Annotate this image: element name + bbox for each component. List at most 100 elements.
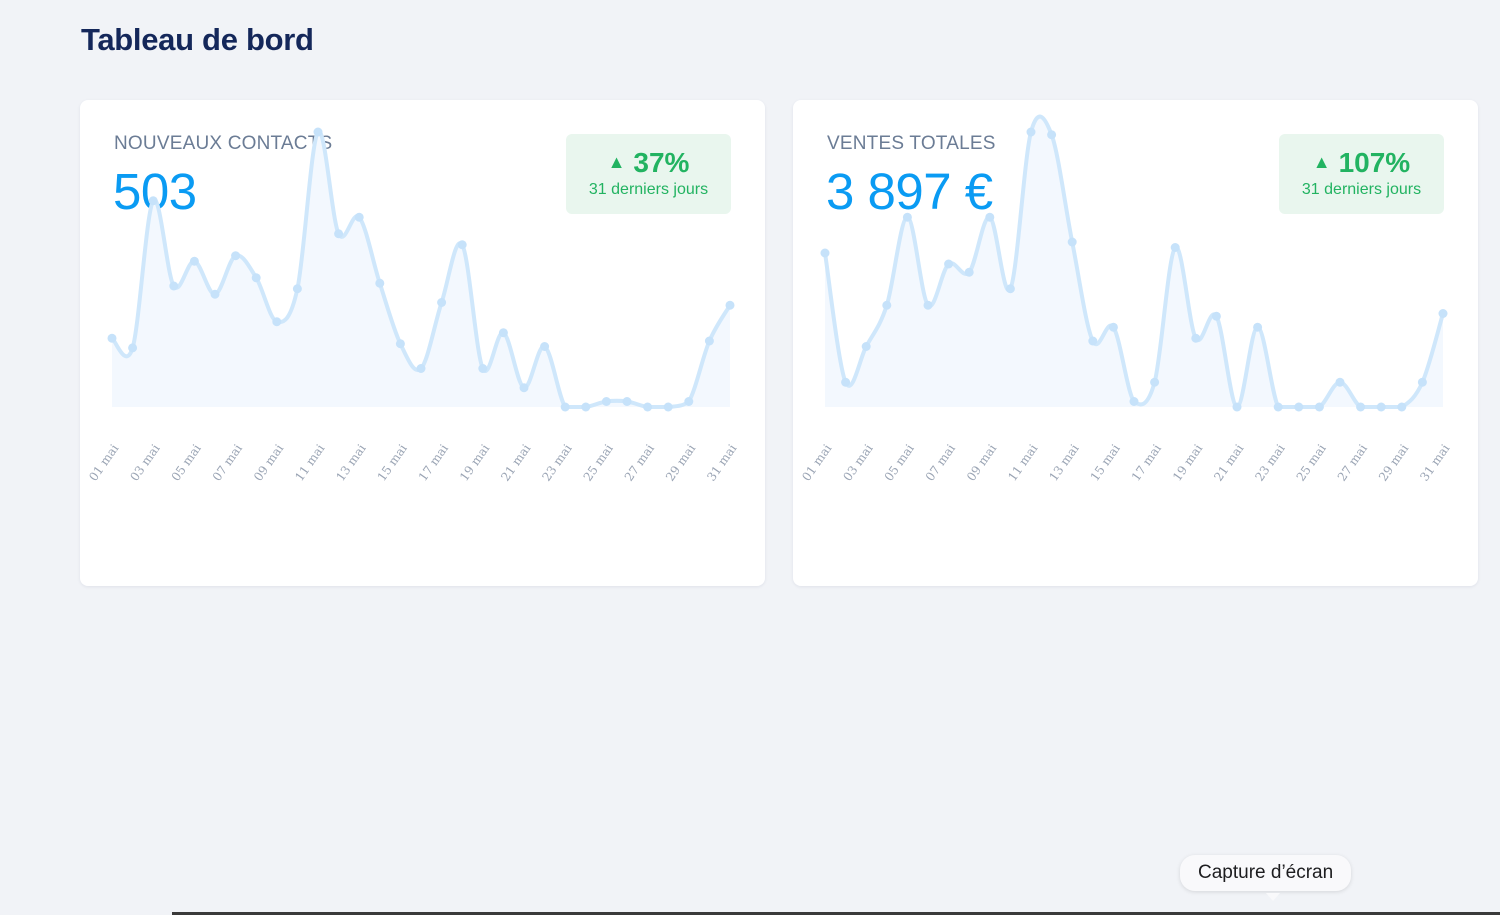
data-point[interactable] — [902, 212, 912, 222]
data-point[interactable] — [1314, 402, 1324, 412]
x-tick-label: 11 mai — [292, 442, 327, 484]
data-point[interactable] — [581, 402, 591, 412]
x-tick-label: 09 mai — [251, 442, 286, 484]
badge-period: 31 derniers jours — [1301, 181, 1422, 198]
data-point[interactable] — [1129, 397, 1139, 406]
data-point[interactable] — [1067, 237, 1077, 247]
data-point[interactable] — [292, 284, 302, 294]
x-tick-label: 23 mai — [539, 442, 574, 484]
x-tick-label: 27 mai — [1335, 442, 1370, 484]
data-point[interactable] — [861, 342, 871, 351]
data-point[interactable] — [540, 342, 550, 351]
data-point[interactable] — [478, 364, 488, 373]
card-label: VENTES TOTALES — [827, 133, 996, 154]
data-point[interactable] — [416, 364, 426, 373]
data-point[interactable] — [1417, 377, 1427, 387]
data-point[interactable] — [313, 127, 323, 137]
data-point[interactable] — [1150, 377, 1160, 387]
x-tick-label: 25 mai — [581, 442, 616, 484]
data-point[interactable] — [725, 300, 735, 310]
badge-period: 31 derniers jours — [588, 181, 709, 198]
data-point[interactable] — [622, 397, 632, 406]
data-point[interactable] — [1005, 284, 1015, 294]
data-point[interactable] — [1108, 322, 1118, 332]
series-area — [112, 131, 730, 407]
window-edge — [172, 912, 1500, 915]
sales-chart: 01 mai 03 mai 05 mai 07 mai 09 mai 11 mai 13 m… — [799, 114, 1453, 484]
x-tick-label: 29 mai — [663, 442, 698, 484]
data-point[interactable] — [1397, 402, 1407, 412]
data-point[interactable] — [128, 343, 138, 353]
contacts-chart: 01 mai 03 mai 05 mai 07 mai 09 mai 11 mai 13 m… — [86, 127, 740, 484]
x-tick-label: 01 mai — [86, 442, 121, 484]
x-tick-label: 11 mai — [1005, 442, 1040, 484]
data-point[interactable] — [210, 289, 220, 299]
data-point[interactable] — [189, 256, 199, 266]
data-point[interactable] — [354, 212, 364, 222]
badge-percent: 107% — [1338, 147, 1411, 178]
x-tick-label: 31 mai — [704, 442, 739, 484]
x-tick-label: 21 mai — [1211, 442, 1246, 484]
data-point[interactable] — [457, 240, 467, 250]
x-tick-label: 17 mai — [416, 442, 451, 484]
series-line — [110, 129, 732, 410]
data-point[interactable] — [1356, 402, 1366, 412]
data-point[interactable] — [663, 402, 673, 412]
data-point[interactable] — [985, 212, 995, 222]
data-point[interactable] — [251, 273, 261, 283]
data-point[interactable] — [560, 402, 570, 412]
data-point[interactable] — [169, 281, 179, 291]
x-tick-label: 09 mai — [964, 442, 999, 484]
x-tick-label: 15 mai — [375, 442, 410, 484]
data-point[interactable] — [1047, 130, 1057, 140]
data-point[interactable] — [704, 336, 714, 346]
data-point[interactable] — [437, 298, 447, 307]
triangle-up-icon: ▲ — [607, 152, 626, 172]
data-point[interactable] — [1211, 311, 1221, 321]
data-point[interactable] — [882, 300, 892, 310]
data-point[interactable] — [272, 317, 282, 327]
data-point[interactable] — [643, 402, 653, 412]
triangle-up-icon: ▲ — [1312, 152, 1331, 172]
card-total-sales: VENTES TOTALES 3 897 € ▲ 107% 31 derniers… — [793, 100, 1478, 586]
data-point[interactable] — [923, 300, 933, 310]
data-point[interactable] — [1088, 336, 1098, 346]
data-point[interactable] — [944, 259, 954, 269]
data-point[interactable] — [519, 383, 529, 393]
data-point[interactable] — [684, 397, 694, 406]
x-tick-label: 27 mai — [622, 442, 657, 484]
data-point[interactable] — [498, 328, 508, 338]
data-point[interactable] — [1273, 402, 1283, 412]
data-point[interactable] — [395, 339, 405, 349]
x-tick-label: 31 mai — [1417, 442, 1452, 484]
card-value: 3 897 € — [826, 163, 993, 220]
data-point[interactable] — [1438, 309, 1448, 318]
x-tick-label: 29 mai — [1376, 442, 1411, 484]
data-point[interactable] — [1335, 377, 1345, 387]
x-tick-label: 13 mai — [333, 442, 368, 484]
badge-percent: 37% — [633, 147, 690, 178]
data-point[interactable] — [820, 248, 830, 258]
data-point[interactable] — [334, 229, 344, 239]
data-point[interactable] — [375, 278, 385, 288]
data-point[interactable] — [1026, 127, 1036, 137]
x-tick-label: 01 mai — [799, 442, 834, 484]
data-point[interactable] — [1253, 322, 1263, 332]
data-point[interactable] — [841, 377, 851, 387]
data-point[interactable] — [107, 333, 117, 343]
tooltip-tail — [1266, 893, 1280, 901]
data-point[interactable] — [1294, 402, 1304, 412]
series-area — [825, 116, 1443, 407]
data-point[interactable] — [1170, 243, 1180, 252]
x-tick-label: 07 mai — [210, 442, 245, 484]
card-new-contacts: NOUVEAUX CONTACTS 503 ▲ 37% 31 derniers j… — [80, 100, 765, 586]
data-point[interactable] — [964, 267, 974, 277]
data-point[interactable] — [1191, 333, 1201, 343]
data-point[interactable] — [1232, 402, 1242, 412]
trend-badge: ▲ 107% 31 derniers jours — [1279, 134, 1444, 214]
data-point[interactable] — [601, 397, 611, 406]
data-point[interactable] — [148, 196, 158, 206]
card-label: NOUVEAUX CONTACTS — [114, 133, 333, 154]
data-point[interactable] — [1376, 402, 1386, 412]
data-point[interactable] — [231, 251, 241, 261]
